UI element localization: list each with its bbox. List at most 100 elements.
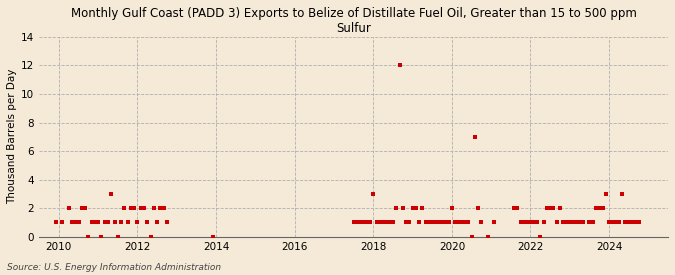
Point — [50, 220, 61, 225]
Point — [368, 192, 379, 196]
Point — [578, 220, 589, 225]
Point — [483, 235, 493, 239]
Point — [509, 206, 520, 210]
Point — [433, 220, 444, 225]
Point — [148, 206, 159, 210]
Point — [155, 206, 166, 210]
Point — [463, 220, 474, 225]
Point — [421, 220, 431, 225]
Point — [57, 220, 68, 225]
Point — [67, 220, 78, 225]
Point — [541, 206, 552, 210]
Point — [607, 220, 618, 225]
Point — [489, 220, 500, 225]
Point — [138, 206, 149, 210]
Point — [63, 206, 74, 210]
Point — [106, 192, 117, 196]
Point — [555, 206, 566, 210]
Point — [515, 220, 526, 225]
Point — [561, 220, 572, 225]
Point — [512, 206, 523, 210]
Point — [375, 220, 385, 225]
Point — [476, 220, 487, 225]
Point — [364, 220, 375, 225]
Point — [584, 220, 595, 225]
Point — [122, 220, 133, 225]
Point — [532, 220, 543, 225]
Point — [614, 220, 624, 225]
Point — [115, 220, 126, 225]
Point — [358, 220, 369, 225]
Point — [437, 220, 448, 225]
Point — [96, 235, 107, 239]
Point — [446, 206, 457, 210]
Point — [103, 220, 113, 225]
Point — [159, 206, 169, 210]
Point — [518, 220, 529, 225]
Point — [113, 235, 124, 239]
Point — [568, 220, 578, 225]
Point — [355, 220, 366, 225]
Point — [371, 220, 382, 225]
Point — [119, 206, 130, 210]
Point — [129, 206, 140, 210]
Point — [109, 220, 120, 225]
Point — [587, 220, 598, 225]
Point — [469, 134, 480, 139]
Point — [571, 220, 582, 225]
Point — [391, 206, 402, 210]
Point — [414, 220, 425, 225]
Point — [424, 220, 435, 225]
Point — [597, 206, 608, 210]
Point — [610, 220, 621, 225]
Point — [152, 220, 163, 225]
Point — [384, 220, 395, 225]
Point — [522, 220, 533, 225]
Point — [76, 206, 87, 210]
Point — [142, 220, 153, 225]
Point — [440, 220, 451, 225]
Point — [443, 220, 454, 225]
Point — [535, 235, 545, 239]
Point — [460, 220, 470, 225]
Point — [132, 220, 143, 225]
Point — [450, 220, 460, 225]
Point — [92, 220, 103, 225]
Point — [603, 220, 614, 225]
Point — [427, 220, 437, 225]
Point — [73, 220, 84, 225]
Point — [594, 206, 605, 210]
Point — [617, 192, 628, 196]
Point — [525, 220, 536, 225]
Point — [466, 235, 477, 239]
Point — [453, 220, 464, 225]
Point — [551, 220, 562, 225]
Point — [630, 220, 641, 225]
Point — [623, 220, 634, 225]
Point — [161, 220, 172, 225]
Point — [145, 235, 156, 239]
Point — [381, 220, 392, 225]
Point — [387, 220, 398, 225]
Point — [361, 220, 372, 225]
Point — [407, 206, 418, 210]
Point — [417, 206, 428, 210]
Point — [564, 220, 575, 225]
Point — [86, 220, 97, 225]
Point — [378, 220, 389, 225]
Point — [538, 220, 549, 225]
Y-axis label: Thousand Barrels per Day: Thousand Barrels per Day — [7, 69, 17, 205]
Point — [99, 220, 110, 225]
Point — [352, 220, 362, 225]
Text: Source: U.S. Energy Information Administration: Source: U.S. Energy Information Administ… — [7, 263, 221, 272]
Point — [126, 206, 136, 210]
Point — [456, 220, 467, 225]
Title: Monthly Gulf Coast (PADD 3) Exports to Belize of Distillate Fuel Oil, Greater th: Monthly Gulf Coast (PADD 3) Exports to B… — [71, 7, 637, 35]
Point — [529, 220, 539, 225]
Point — [207, 235, 218, 239]
Point — [430, 220, 441, 225]
Point — [401, 220, 412, 225]
Point — [620, 220, 631, 225]
Point — [398, 206, 408, 210]
Point — [626, 220, 637, 225]
